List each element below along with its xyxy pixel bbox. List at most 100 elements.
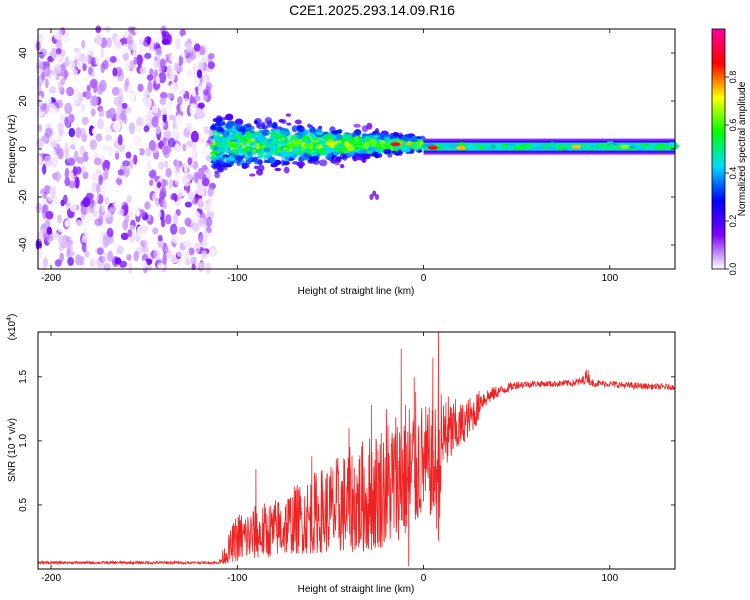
heatmap-cell [193,118,200,127]
heatmap-cell [352,154,359,162]
heatmap-cell [210,248,216,256]
heatmap-cell [35,108,42,119]
spectrogram-y-axis-label: Frequency (Hz) [7,115,18,184]
heatmap-cell [194,171,199,184]
heatmap-cell [254,117,262,125]
heatmap-cell [75,241,80,249]
heatmap-cell [103,262,111,272]
heatmap-cell [231,134,239,139]
heatmap-cell [45,210,54,220]
heatmap-cell [74,150,79,162]
y-tick-label: -40 [18,237,29,252]
heatmap-cell [179,81,185,90]
heatmap-cell [102,252,109,264]
heatmap-cell [294,119,302,125]
heatmap-cell [162,145,169,156]
heatmap-cell [183,240,192,248]
heatmap-cell [108,107,117,119]
heatmap-cell [161,178,167,189]
heatmap-cell [74,50,80,61]
heatmap-cell [133,250,139,262]
heatmap-cell [197,167,205,180]
heatmap-cell [97,118,104,130]
heatmap-cell [339,153,346,160]
heatmap-cell [354,142,364,147]
heatmap-cell [285,113,292,117]
heatmap-cell [245,145,251,153]
heatmap-cell [241,136,250,143]
heatmap-cell [37,248,43,259]
heatmap-cell [204,202,211,212]
heatmap-cell [252,151,257,156]
heatmap-cell [283,166,290,174]
heatmap-cell [184,258,191,266]
heatmap-cell [170,68,176,81]
heatmap-cell [199,261,205,271]
heatmap-cell [114,200,123,208]
heatmap-cell [248,138,256,142]
heatmap-cell [392,132,400,137]
heatmap-cell [96,182,101,195]
heatmap-cell [90,108,96,117]
heatmap-cell [174,176,181,186]
heatmap-cell [403,145,412,149]
heatmap-cell [68,157,76,166]
snr-multiplier-suffix: ) [7,314,18,317]
heatmap-cell [145,161,153,174]
heatmap-cell [217,148,223,152]
heatmap-cell [39,48,47,58]
x-tick-label: -200 [41,573,61,584]
heatmap-cell [226,124,232,129]
heatmap-cell [184,217,192,227]
heatmap-cell [149,179,154,187]
heatmap-cell [203,89,209,96]
heatmap-cell [89,203,95,214]
y-tick-label: 0 [18,146,29,152]
heatmap-cell [139,66,147,75]
heatmap-cell [422,146,430,151]
heatmap-cell [52,172,58,181]
heatmap-cell [256,168,264,176]
heatmap-cell [501,143,508,148]
y-tick-label: 40 [18,47,29,59]
heatmap-cell [35,202,42,214]
heatmap-cell [400,146,406,152]
heatmap-cell [188,191,195,202]
heatmap-cell [122,219,129,231]
colorbar-tick-label: 0.0 [728,263,738,276]
heatmap-cell [102,144,110,151]
heatmap-cell [112,160,118,170]
heatmap-cell [89,139,98,151]
heatmap-cell [263,147,271,153]
heatmap-cell [218,157,226,165]
heatmap-cell [104,134,113,142]
colorbar-tick-label: 0.2 [728,215,738,228]
snr-ticks: -200 -100 0 100 0.5 1.0 1.5 [18,332,675,584]
heatmap-cell [68,172,75,181]
heatmap-cell [287,143,295,149]
heatmap-cell [50,47,58,60]
heatmap-cell [155,31,163,44]
heatmap-cell [197,198,205,210]
heatmap-cell [357,151,364,155]
heatmap-cell [207,186,214,197]
heatmap-cell [81,132,88,143]
heatmap-cell [160,107,168,115]
heatmap-cell [183,162,189,174]
heatmap-cell [138,147,145,156]
heatmap-cell [64,167,70,180]
heatmap-cell [124,62,131,72]
heatmap-cell [304,153,312,158]
heatmap-cell [172,213,179,226]
heatmap-cell [43,155,52,165]
heatmap-cell [56,173,62,181]
heatmap-cell [96,34,102,46]
heatmap-cell [81,234,90,243]
heatmap-cell [57,214,62,224]
heatmap-cell [264,116,273,124]
heatmap-cell [75,127,82,139]
heatmap-cell [161,30,167,41]
snr-x-axis-label: Height of straight line (km) [298,584,415,595]
heatmap-cell [101,183,108,192]
heatmap-cell [35,238,42,251]
